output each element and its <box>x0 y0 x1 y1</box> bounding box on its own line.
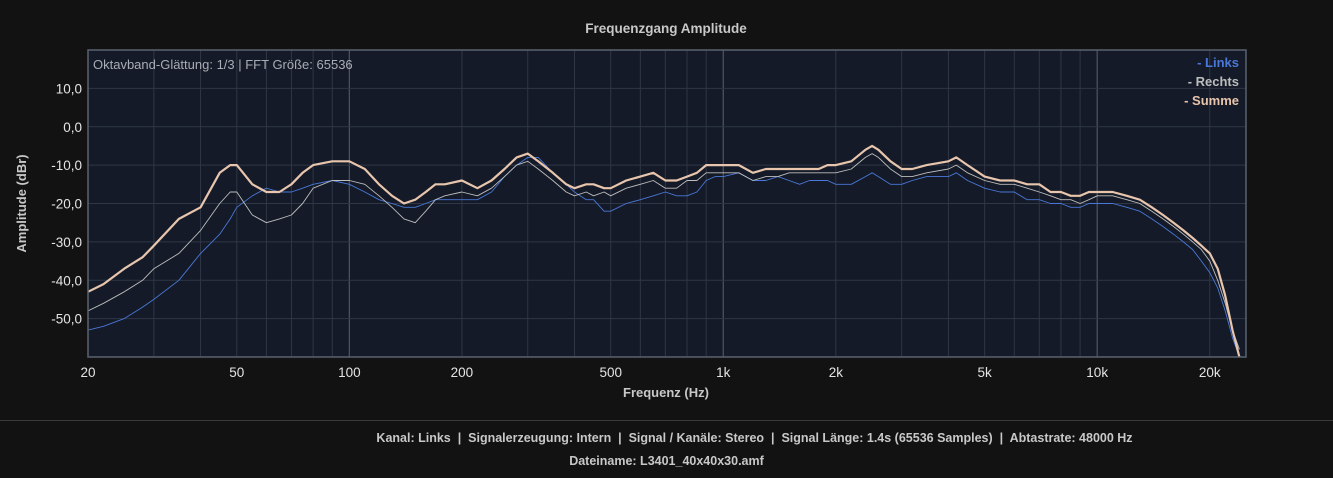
footer-info-item: Signalerzeugung: Intern <box>468 431 612 445</box>
series-line-3 <box>88 144 1241 357</box>
chart-title: Frequenzgang Amplitude <box>585 21 747 36</box>
plot-frame <box>87 49 1247 358</box>
x-tick-label: 5k <box>978 365 993 380</box>
x-tick-label: 1k <box>716 365 731 380</box>
x-tick-label: 500 <box>599 365 622 380</box>
footer-signal-info: Kanal: Links | Signalerzeugung: Intern |… <box>0 431 1333 445</box>
y-tick-label: 0,0 <box>63 120 82 135</box>
y-axis-label: Amplitude (dBr) <box>14 154 29 252</box>
series-line-1 <box>88 156 1240 357</box>
footer-divider <box>0 420 1333 421</box>
y-tick-label: -30,0 <box>51 235 82 250</box>
footer-filename: Dateiname: L3401_40x40x30.amf <box>569 454 764 468</box>
grid <box>87 50 1246 357</box>
x-tick-label: 10k <box>1086 365 1108 380</box>
footer-info-item: Signal / Kanäle: Stereo <box>628 431 765 445</box>
footer-separator: | <box>764 431 782 445</box>
x-tick-label: 50 <box>229 365 244 380</box>
y-tick-label: -50,0 <box>51 312 82 327</box>
footer-separator: | <box>450 431 469 445</box>
footer-info-item: Abtastrate: 48000 Hz <box>1009 431 1133 445</box>
y-axis-ticks: 10,0 0,0 -10,0 -20,0 -30,0 -40,0 -50,0 <box>51 81 82 326</box>
legend-item: - Links <box>1197 55 1239 70</box>
footer-separator: | <box>611 431 629 445</box>
y-tick-label: 10,0 <box>56 81 82 96</box>
legend-item: - Rechts <box>1188 74 1239 89</box>
frequency-response-chart: Frequenzgang Amplitude Oktavband-Glättun… <box>14 21 1247 400</box>
x-tick-label: 200 <box>451 365 474 380</box>
smoothing-annotation: Oktavband-Glättung: 1/3 | FFT Größe: 655… <box>93 57 353 72</box>
x-axis-label: Frequenz (Hz) <box>623 385 709 400</box>
series-layer <box>88 144 1241 357</box>
footer-info-item: Signal Länge: 1.4s (65536 Samples) <box>781 431 993 445</box>
x-tick-label: 2k <box>829 365 844 380</box>
x-axis-ticks: 20 50 100 200 500 1k 2k 5k 10k 20k <box>80 365 1220 380</box>
x-tick-label: 20 <box>80 365 95 380</box>
footer-separator: | <box>992 431 1010 445</box>
y-tick-label: -10,0 <box>51 158 82 173</box>
legend-item: - Summe <box>1184 93 1239 108</box>
series-line-2 <box>88 153 1240 350</box>
legend: - Links - Rechts - Summe <box>1184 55 1239 108</box>
y-tick-label: -20,0 <box>51 197 82 212</box>
x-tick-label: 20k <box>1199 365 1221 380</box>
y-tick-label: -40,0 <box>51 273 82 288</box>
x-tick-label: 100 <box>338 365 361 380</box>
footer-info-item: Kanal: Links <box>376 431 451 445</box>
